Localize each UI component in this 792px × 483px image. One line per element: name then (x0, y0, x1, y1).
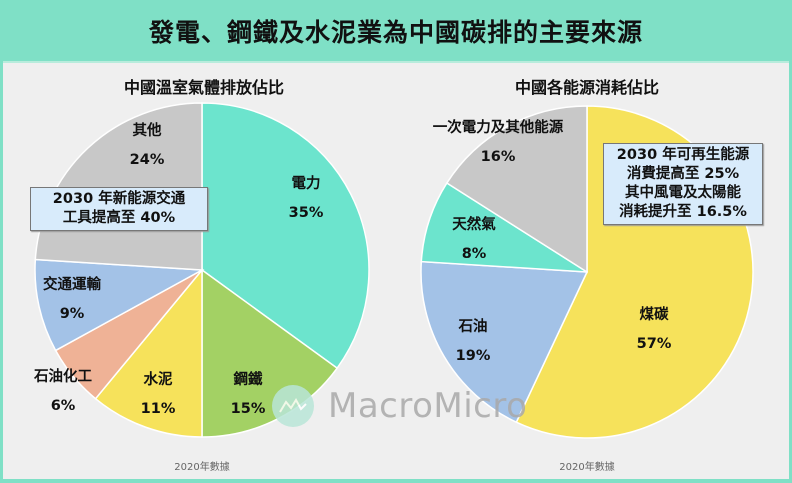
slice-label-name: 煤碳 (639, 307, 669, 323)
note-line: 其中風電及太陽能 (625, 185, 741, 201)
macromicro-logo-icon (272, 385, 314, 427)
slice-label-value: 19% (455, 348, 491, 364)
slice-label: 鋼鐵 15% (231, 366, 266, 424)
slice-label-name: 一次電力及其他能源 (432, 120, 564, 136)
note-line: 消費提高至 25% (626, 166, 740, 182)
slice-label-value: 57% (636, 336, 672, 352)
right-source-note: 2020年數據 (559, 462, 615, 473)
page-title: 發電、鋼鐵及水泥業為中國碳排的主要來源 (148, 17, 643, 47)
slice-label-value: 35% (288, 205, 324, 221)
slice-label: 一次電力及其他能源 16% (433, 114, 564, 172)
slice-label: 其他 24% (130, 117, 165, 175)
slice-label-value: 11% (140, 401, 176, 417)
header-banner: 發電、鋼鐵及水泥業為中國碳排的主要來源 (0, 0, 792, 61)
right-annotation-note: 2030 年可再生能源 消費提高至 25% 其中風電及太陽能 消耗提升至 16.5% (603, 143, 763, 225)
slice-label-name: 天然氣 (452, 217, 496, 233)
right-chart-title: 中國各能源消耗佔比 (514, 78, 659, 97)
pie-slice (34, 258, 205, 352)
pie-slice (94, 267, 203, 438)
slice-label-name: 水泥 (143, 372, 173, 388)
note-line: 2030 年可再生能源 (616, 147, 750, 163)
slice-label-name: 交通運輸 (43, 277, 101, 293)
pie-slice (420, 260, 589, 424)
slice-label: 電力 35% (289, 170, 324, 228)
macromicro-watermark: MacroMicro (272, 385, 527, 427)
slice-label-value: 6% (50, 398, 76, 414)
slice-label: 石油 19% (456, 313, 491, 371)
note-line: 消耗提升至 16.5% (619, 204, 747, 220)
slice-label: 煤碳 57% (637, 301, 672, 359)
note-line: 工具提高至 40% (62, 210, 176, 226)
pie-slice (201, 102, 370, 370)
watermark-text: MacroMicro (328, 386, 528, 426)
slice-label: 石油化工 6% (34, 363, 92, 421)
left-annotation-note: 2030 年新能源交通 工具提高至 40% (30, 187, 208, 231)
slice-label-name: 電力 (291, 176, 321, 192)
left-chart-title: 中國溫室氣體排放佔比 (123, 78, 284, 97)
note-line: 2030 年新能源交通 (52, 191, 186, 207)
pie-slice (445, 105, 588, 274)
slice-label-name: 石油 (458, 319, 488, 335)
slice-label: 交通運輸 9% (43, 271, 101, 329)
slice-label: 水泥 11% (141, 366, 176, 424)
slice-label-value: 16% (480, 149, 516, 165)
left-source-note: 2020年數據 (174, 462, 230, 473)
slice-label-name: 鋼鐵 (233, 372, 263, 388)
slice-label-value: 8% (461, 246, 487, 262)
emissions-pie (34, 102, 370, 438)
slice-label-name: 其他 (132, 123, 162, 139)
slice-label-name: 石油化工 (34, 369, 92, 385)
slice-label-value: 24% (129, 152, 165, 168)
slice-label: 天然氣 8% (452, 211, 496, 269)
slice-label-value: 9% (59, 306, 85, 322)
slice-label-value: 15% (230, 401, 266, 417)
